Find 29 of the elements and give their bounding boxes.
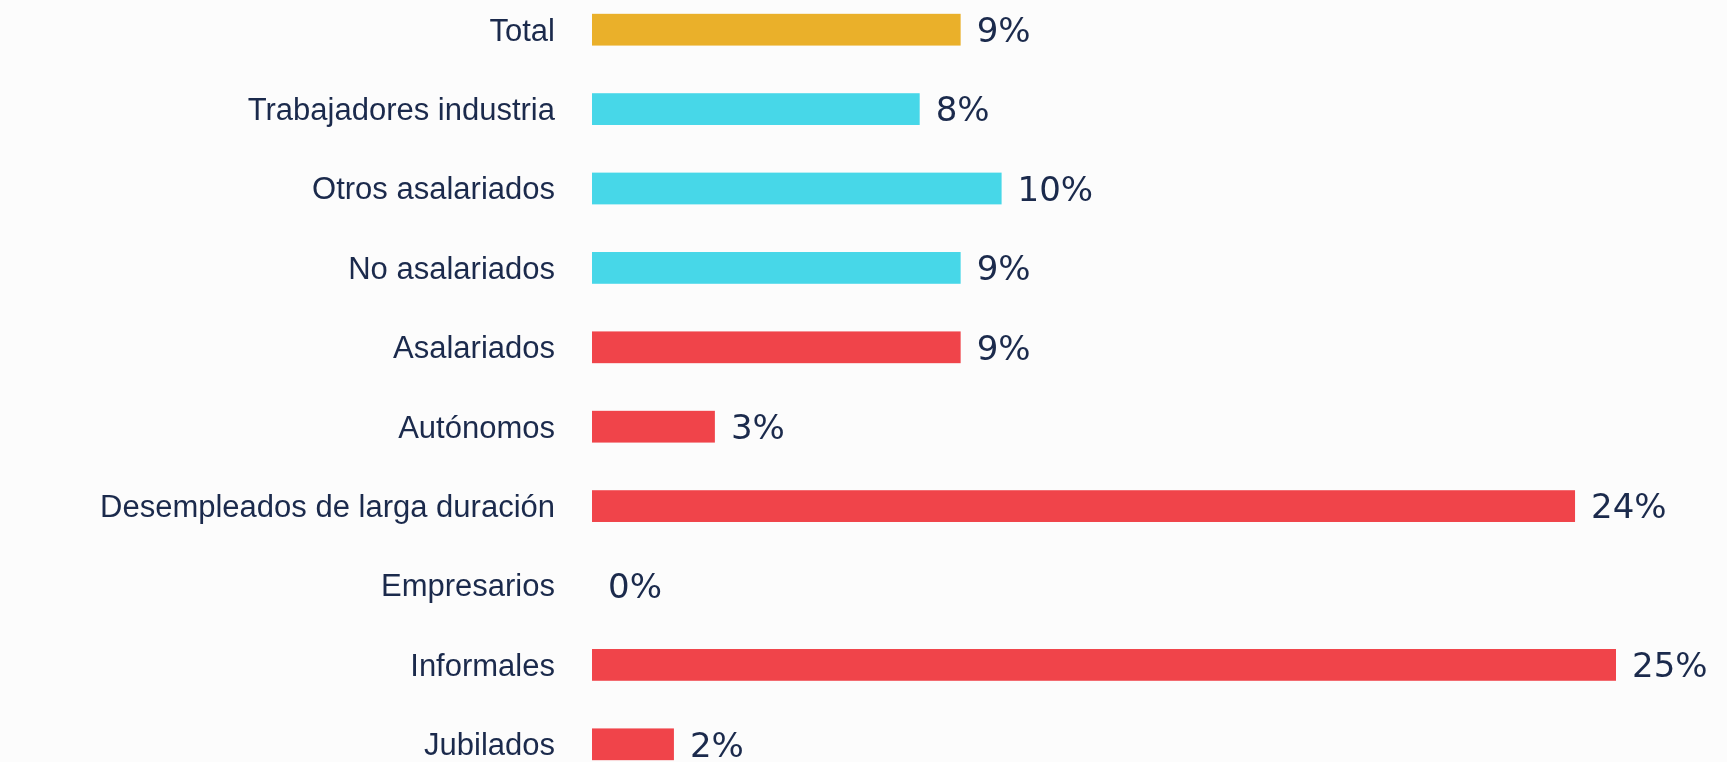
bar	[592, 410, 715, 443]
y-tick-label: Asalariados	[393, 330, 555, 366]
bar	[592, 490, 1576, 522]
data-label: 9%	[976, 248, 1031, 289]
bar	[592, 728, 674, 761]
y-tick-label: No asalariados	[348, 250, 555, 286]
data-label: 0%	[608, 565, 662, 606]
data-label: 8%	[935, 89, 990, 130]
y-tick-label: Otros asalariados	[312, 171, 555, 207]
data-label: 24%	[1591, 486, 1667, 527]
y-tick-label: Informales	[410, 647, 555, 683]
y-tick-label: Desempleados de larga duración	[100, 488, 555, 524]
bar	[592, 13, 961, 46]
y-tick-label: Autónomos	[398, 409, 555, 445]
bar	[592, 252, 961, 284]
bar	[592, 172, 1002, 205]
data-label: 9%	[976, 327, 1031, 368]
data-label: 10%	[1017, 168, 1094, 209]
y-tick-label: Jubilados	[424, 727, 555, 762]
y-tick-label: Empresarios	[381, 568, 555, 604]
data-label: 9%	[976, 9, 1031, 50]
bar	[592, 649, 1616, 681]
bar	[592, 93, 920, 125]
y-tick-label: Total	[489, 12, 555, 48]
data-label: 3%	[730, 406, 785, 447]
data-label: 25%	[1632, 645, 1708, 686]
y-tick-label: Trabajadores industria	[247, 91, 556, 127]
data-label: 2%	[689, 724, 744, 762]
bar	[592, 331, 961, 364]
